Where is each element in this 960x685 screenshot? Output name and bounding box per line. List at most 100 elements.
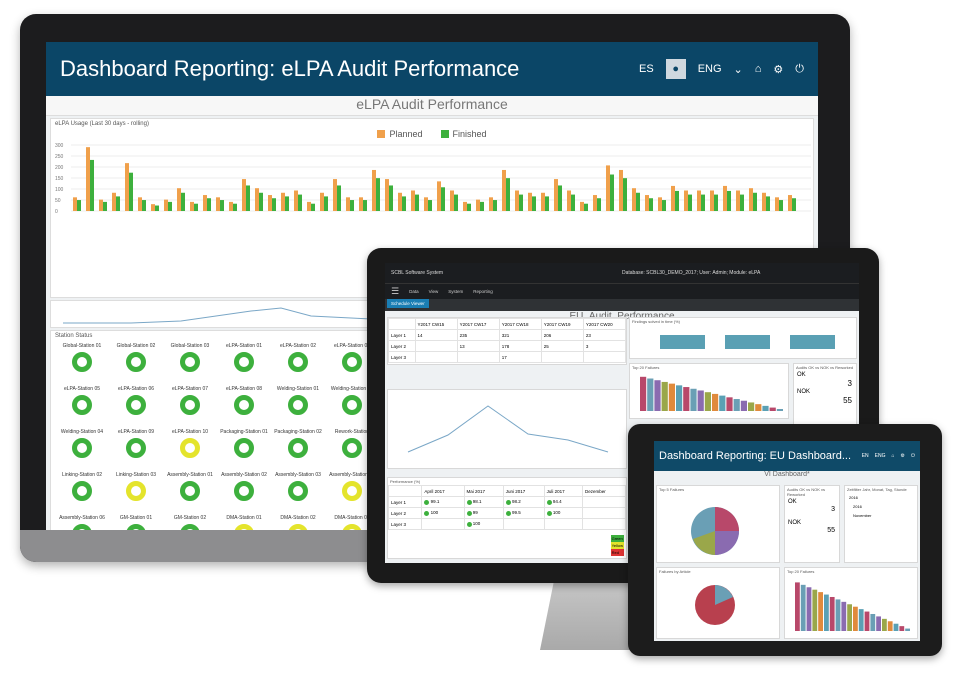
bar-finished[interactable] bbox=[506, 178, 510, 211]
bar-planned[interactable] bbox=[203, 195, 207, 211]
failure-bar[interactable] bbox=[769, 407, 776, 411]
bar-finished[interactable] bbox=[155, 205, 159, 211]
bar-finished[interactable] bbox=[272, 198, 276, 211]
bar-planned[interactable] bbox=[684, 190, 688, 211]
bar-finished[interactable] bbox=[116, 196, 120, 211]
bar-finished[interactable] bbox=[285, 196, 289, 211]
failure-bar[interactable] bbox=[762, 405, 769, 411]
station-13[interactable]: eLPA-Station 09 bbox=[109, 429, 163, 467]
failure-bar[interactable] bbox=[647, 378, 654, 411]
bar-planned[interactable] bbox=[151, 204, 155, 211]
bar-finished[interactable] bbox=[584, 203, 588, 211]
chevron-down-icon[interactable]: ⌄ bbox=[733, 63, 743, 76]
bar-planned[interactable] bbox=[138, 197, 142, 211]
bar-finished[interactable] bbox=[636, 192, 640, 211]
legend-finished[interactable]: Finished bbox=[440, 129, 487, 139]
failure-bar[interactable] bbox=[818, 592, 823, 631]
station-17[interactable]: Rework-Station bbox=[325, 429, 379, 467]
bar-finished[interactable] bbox=[259, 192, 263, 211]
bar-planned[interactable] bbox=[723, 185, 727, 211]
bar-planned[interactable] bbox=[593, 195, 597, 211]
lang-eng[interactable]: ENG bbox=[697, 63, 722, 75]
failure-bar[interactable] bbox=[704, 392, 711, 411]
bar-finished[interactable] bbox=[701, 194, 705, 211]
bar-finished[interactable] bbox=[415, 194, 419, 211]
station-22[interactable]: Assembly-Station 03 bbox=[271, 472, 325, 510]
station-8[interactable]: eLPA-Station 07 bbox=[163, 386, 217, 424]
bar-finished[interactable] bbox=[792, 198, 796, 211]
menu-system[interactable]: System bbox=[448, 289, 464, 294]
station-25[interactable]: GM-Station 01 bbox=[109, 515, 163, 530]
bar-planned[interactable] bbox=[476, 199, 480, 211]
bar-finished[interactable] bbox=[77, 200, 81, 211]
station-27[interactable]: DMA-Station 01 bbox=[217, 515, 271, 530]
bar-planned[interactable] bbox=[86, 147, 90, 211]
menu-data[interactable]: Data bbox=[409, 289, 419, 294]
bar-finished[interactable] bbox=[597, 198, 601, 211]
bar-finished[interactable] bbox=[519, 194, 523, 211]
failure-bar[interactable] bbox=[697, 390, 704, 411]
failure-bar[interactable] bbox=[887, 621, 893, 631]
bar-finished[interactable] bbox=[753, 192, 757, 211]
failure-bar[interactable] bbox=[676, 385, 683, 411]
bar-finished[interactable] bbox=[168, 201, 172, 211]
bar-planned[interactable] bbox=[281, 192, 285, 211]
bar-planned[interactable] bbox=[333, 179, 337, 211]
bar-finished[interactable] bbox=[103, 201, 107, 211]
station-4[interactable]: eLPA-Station 02 bbox=[271, 343, 325, 381]
failure-bar[interactable] bbox=[853, 606, 858, 631]
station-18[interactable]: Linking-Station 02 bbox=[55, 472, 109, 510]
failure-bar[interactable] bbox=[755, 404, 762, 411]
station-0[interactable]: Global-Station 01 bbox=[55, 343, 109, 381]
bar-finished[interactable] bbox=[129, 172, 133, 211]
failure-bar[interactable] bbox=[661, 381, 668, 411]
lang-en[interactable]: EN bbox=[861, 453, 869, 459]
bar-planned[interactable] bbox=[359, 197, 363, 211]
station-11[interactable]: Welding-Station 02 bbox=[325, 386, 379, 424]
bar-planned[interactable] bbox=[255, 188, 259, 211]
bar-planned[interactable] bbox=[229, 201, 233, 211]
home-icon[interactable]: ⌂ bbox=[891, 453, 895, 459]
station-20[interactable]: Assembly-Station 01 bbox=[163, 472, 217, 510]
power-icon[interactable]: ⏻ bbox=[911, 453, 915, 459]
failure-bar[interactable] bbox=[776, 409, 783, 411]
failure-bar[interactable] bbox=[726, 397, 733, 411]
station-28[interactable]: DMA-Station 02 bbox=[271, 515, 325, 530]
failure-bar[interactable] bbox=[876, 616, 881, 631]
bar-finished[interactable] bbox=[207, 198, 211, 211]
failure-bar[interactable] bbox=[829, 596, 835, 631]
bar-planned[interactable] bbox=[775, 197, 779, 211]
bar-finished[interactable] bbox=[363, 200, 367, 211]
bar-planned[interactable] bbox=[346, 197, 350, 211]
station-16[interactable]: Packaging-Station 02 bbox=[271, 429, 325, 467]
bar-planned[interactable] bbox=[788, 195, 792, 211]
bar-finished[interactable] bbox=[428, 200, 432, 211]
failure-bar[interactable] bbox=[847, 604, 852, 631]
lang-eng[interactable]: ENG bbox=[874, 453, 886, 459]
failure-bar[interactable] bbox=[683, 387, 690, 411]
station-21[interactable]: Assembly-Station 02 bbox=[217, 472, 271, 510]
station-15[interactable]: Packaging-Station 01 bbox=[217, 429, 271, 467]
failure-bar[interactable] bbox=[740, 400, 747, 411]
failure-bar[interactable] bbox=[905, 628, 910, 631]
home-icon[interactable]: ⌂ bbox=[754, 63, 762, 75]
bar-finished[interactable] bbox=[610, 174, 614, 211]
bar-finished[interactable] bbox=[727, 190, 731, 211]
bar-finished[interactable] bbox=[480, 201, 484, 211]
failure-bar[interactable] bbox=[864, 611, 870, 631]
bar-finished[interactable] bbox=[389, 185, 393, 211]
bar-planned[interactable] bbox=[710, 190, 714, 211]
bar-planned[interactable] bbox=[99, 199, 103, 211]
bar-planned[interactable] bbox=[580, 201, 584, 211]
station-19[interactable]: Linking-Station 03 bbox=[109, 472, 163, 510]
station-9[interactable]: eLPA-Station 08 bbox=[217, 386, 271, 424]
gear-icon[interactable]: ⚙ bbox=[773, 63, 784, 76]
station-2[interactable]: Global-Station 03 bbox=[163, 343, 217, 381]
bar-planned[interactable] bbox=[697, 190, 701, 211]
station-10[interactable]: Welding-Station 01 bbox=[271, 386, 325, 424]
failure-bar[interactable] bbox=[690, 388, 697, 411]
hamburger-icon[interactable]: ☰ bbox=[391, 286, 400, 296]
failure-bar[interactable] bbox=[719, 395, 726, 411]
failure-bar[interactable] bbox=[654, 380, 661, 411]
station-7[interactable]: eLPA-Station 06 bbox=[109, 386, 163, 424]
